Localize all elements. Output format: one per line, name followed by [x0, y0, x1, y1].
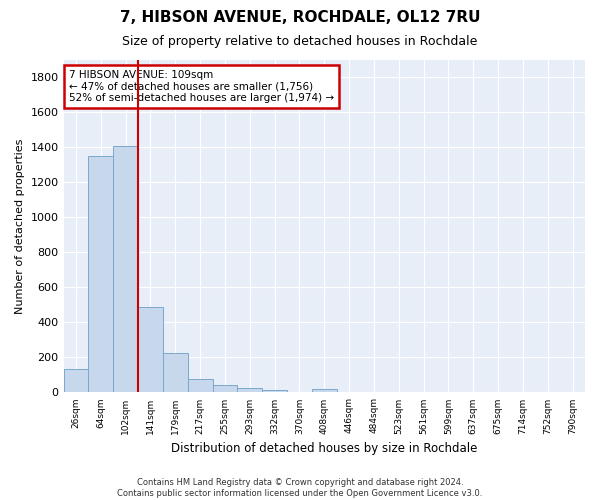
Bar — [64, 369, 88, 392]
Bar — [188, 380, 212, 392]
X-axis label: Distribution of detached houses by size in Rochdale: Distribution of detached houses by size … — [171, 442, 478, 455]
Bar — [163, 353, 188, 393]
Y-axis label: Number of detached properties: Number of detached properties — [15, 138, 25, 314]
Bar — [238, 388, 262, 392]
Bar — [212, 384, 238, 392]
Text: Size of property relative to detached houses in Rochdale: Size of property relative to detached ho… — [122, 35, 478, 48]
Text: Contains HM Land Registry data © Crown copyright and database right 2024.
Contai: Contains HM Land Registry data © Crown c… — [118, 478, 482, 498]
Text: 7 HIBSON AVENUE: 109sqm
← 47% of detached houses are smaller (1,756)
52% of semi: 7 HIBSON AVENUE: 109sqm ← 47% of detache… — [69, 70, 334, 103]
Bar — [312, 389, 337, 392]
Bar — [113, 146, 138, 392]
Bar — [262, 390, 287, 392]
Bar — [88, 156, 113, 392]
Bar — [138, 306, 163, 392]
Text: 7, HIBSON AVENUE, ROCHDALE, OL12 7RU: 7, HIBSON AVENUE, ROCHDALE, OL12 7RU — [120, 10, 480, 25]
